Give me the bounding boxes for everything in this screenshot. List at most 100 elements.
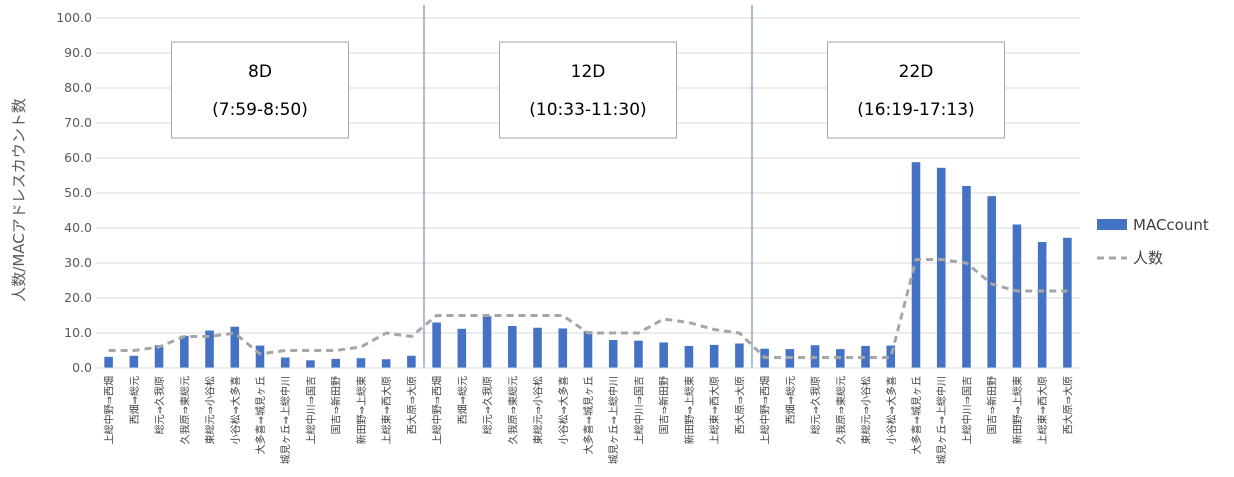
x-tick-label: 西大原⇒大原 — [733, 376, 746, 434]
x-tick-label: 西畑⇒総元 — [128, 376, 141, 424]
bar-maccount — [129, 355, 139, 368]
bar-maccount — [482, 316, 492, 368]
x-tick-label: 東総元⇒小谷松 — [860, 376, 873, 444]
group-label-boxes: 8D (7:59-8:50) 12D (10:33-11:30) 22D (16:19-1… — [171, 41, 1005, 139]
group-time: (7:59-8:50) — [212, 100, 308, 120]
x-tick-label: 総元⇒久我原 — [153, 376, 166, 434]
legend-item-people: 人数 — [1097, 249, 1163, 267]
x-tick-label: 久我原⇒東総元 — [834, 376, 847, 444]
x-tick-label: 小谷松⇒大多喜 — [885, 376, 898, 444]
x-tick-label: 上総東⇒西大原 — [1036, 376, 1049, 444]
bar-maccount — [558, 328, 568, 368]
bar-maccount — [508, 326, 517, 368]
group-separators — [423, 5, 753, 368]
bar-maccount — [1063, 237, 1072, 368]
x-tick-label: 小谷松⇒大多喜 — [229, 376, 242, 444]
group-name: 12D — [571, 62, 606, 82]
legend-item-maccount: MACcount — [1097, 216, 1209, 234]
y-tick-label: 50.0 — [64, 185, 92, 200]
x-tick-label: 東総元⇒小谷松 — [204, 376, 217, 444]
legend-label: 人数 — [1133, 249, 1163, 267]
bar-maccount — [356, 358, 366, 368]
x-tick-label: 国吉⇒新田野 — [330, 376, 343, 434]
bar-maccount — [457, 328, 467, 368]
bar-maccount — [180, 335, 189, 368]
legend-label: MACcount — [1133, 216, 1209, 234]
x-tick-label: 大多喜⇒城見ヶ丘 — [910, 376, 923, 454]
bar-maccount — [911, 162, 921, 368]
group-time: (10:33-11:30) — [529, 100, 646, 120]
y-tick-label: 100.0 — [56, 10, 92, 25]
x-tick-label: 上総中川⇒国吉 — [632, 376, 645, 444]
group-name: 22D — [899, 62, 934, 82]
x-tick-label: 大多喜⇒城見ヶ丘 — [254, 376, 267, 454]
x-tick-label: 西畑⇒総元 — [456, 376, 469, 424]
y-axis: 0.0 10.0 20.0 30.0 40.0 50.0 60.0 70.0 80.0 90.0 1… — [56, 10, 92, 375]
x-tick-label: 総元⇒久我原 — [809, 376, 822, 434]
bar-maccount — [205, 330, 214, 368]
x-tick-label: 西大原⇒大原 — [1061, 376, 1074, 434]
bar-maccount — [936, 167, 946, 368]
bar-maccount — [583, 331, 593, 368]
bar-maccount — [432, 322, 441, 368]
x-tick-label: 国吉⇒新田野 — [986, 376, 999, 434]
x-axis-labels: 上総中野⇒西畑 西畑⇒総元 総元⇒久我原 久我原⇒東総元 東総元⇒小谷松 小谷松⇒大多喜大… — [103, 376, 1075, 464]
group-name: 8D — [248, 62, 272, 82]
bar-maccount — [608, 340, 618, 368]
x-tick-label: 新田野⇒上総東 — [1011, 376, 1024, 444]
bar-maccount — [886, 345, 896, 368]
y-axis-label: 人数/MACアドレスカウント数 — [10, 98, 28, 301]
x-tick-label: 久我原⇒東総元 — [178, 376, 191, 444]
x-tick-label: 東総元⇒小谷松 — [532, 376, 545, 444]
y-tick-label: 70.0 — [64, 115, 92, 130]
line-people — [108, 258, 1068, 359]
x-tick-label: 新田野⇒上総東 — [355, 376, 368, 444]
y-tick-label: 80.0 — [64, 80, 92, 95]
x-tick-label: 大多喜⇒城見ヶ丘 — [582, 376, 595, 454]
bar-maccount — [407, 355, 416, 368]
bar-maccount — [659, 342, 668, 368]
y-tick-label: 10.0 — [64, 325, 92, 340]
y-tick-label: 0.0 — [72, 360, 92, 375]
x-tick-label: 新田野⇒上総東 — [683, 376, 696, 444]
bar-maccount — [1012, 224, 1022, 368]
group-box-frame — [171, 41, 349, 139]
group-box: 8D (7:59-8:50) — [171, 41, 349, 139]
x-tick-label: 総元⇒久我原 — [481, 376, 494, 434]
y-tick-label: 90.0 — [64, 45, 92, 60]
x-tick-label: 小谷松⇒大多喜 — [557, 376, 570, 444]
bar-maccount — [709, 344, 719, 368]
bar-maccount — [533, 327, 542, 368]
x-tick-label: 城見ヶ丘⇒上総中川 — [279, 376, 292, 464]
x-tick-label: 上総東⇒西大原 — [380, 376, 393, 444]
x-tick-label: 上総中川⇒国吉 — [304, 376, 317, 444]
x-tick-label: 上総東⇒西大原 — [708, 376, 721, 444]
x-tick-label: 久我原⇒東総元 — [506, 376, 519, 444]
y-tick-label: 60.0 — [64, 150, 92, 165]
x-tick-label: 国吉⇒新田野 — [658, 376, 671, 434]
bar-maccount — [280, 357, 290, 368]
bar-maccount — [230, 326, 240, 368]
group-time: (16:19-17:13) — [857, 100, 974, 120]
bar-maccount — [634, 340, 643, 368]
x-tick-label: 西畑⇒総元 — [784, 376, 797, 424]
y-tick-label: 40.0 — [64, 220, 92, 235]
bar-maccount — [962, 186, 971, 368]
y-tick-label: 30.0 — [64, 255, 92, 270]
group-box-frame — [827, 41, 1005, 139]
bar-maccount — [255, 345, 265, 368]
bar-maccount — [154, 345, 164, 368]
bar-maccount — [735, 343, 744, 368]
legend: MACcount 人数 — [1097, 216, 1209, 267]
line-series — [108, 258, 1068, 359]
x-tick-label: 上総中野⇒西畑 — [431, 376, 444, 444]
bar-maccount — [684, 345, 694, 368]
bar-maccount — [306, 360, 315, 368]
bar-maccount — [861, 345, 870, 368]
bar-maccount — [331, 358, 340, 368]
x-tick-label: 城見ヶ丘⇒上総中川 — [935, 376, 948, 464]
bar-maccount — [381, 359, 391, 368]
group-box: 12D (10:33-11:30) — [499, 41, 677, 139]
group-box-frame — [499, 41, 677, 139]
